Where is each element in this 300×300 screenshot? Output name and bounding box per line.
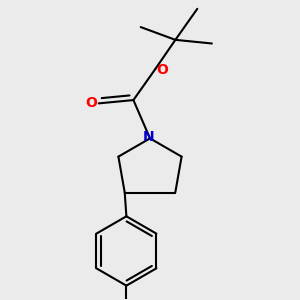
Text: O: O xyxy=(157,63,169,77)
Text: N: N xyxy=(142,130,154,144)
Text: O: O xyxy=(85,96,98,110)
